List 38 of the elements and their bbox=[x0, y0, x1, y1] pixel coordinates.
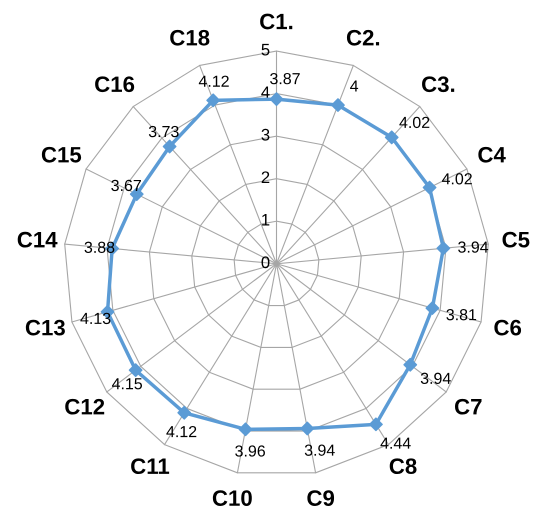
data-label: 4.12 bbox=[166, 426, 196, 438]
spoke-label: C4 bbox=[478, 146, 506, 163]
data-label: 3.67 bbox=[111, 180, 141, 192]
y-tick-label: 4 bbox=[261, 86, 270, 98]
data-label: 3.94 bbox=[458, 241, 488, 253]
data-label: 3.94 bbox=[420, 372, 451, 384]
spoke-label: C13 bbox=[26, 320, 65, 336]
spoke-label: C2. bbox=[346, 30, 380, 46]
y-tick-label: 3 bbox=[261, 128, 270, 141]
spoke-label: C1. bbox=[260, 14, 292, 30]
spoke-label: C18 bbox=[170, 30, 210, 46]
spoke-label: C12 bbox=[65, 398, 104, 415]
data-label: 3.96 bbox=[235, 445, 265, 457]
spoke-label: C9 bbox=[307, 490, 334, 506]
spoke-label: C11 bbox=[131, 458, 170, 474]
spoke-label: C5 bbox=[502, 232, 530, 248]
data-label: 4.44 bbox=[380, 438, 411, 449]
spoke-label: C7 bbox=[455, 398, 482, 415]
spoke-label: C14 bbox=[18, 232, 58, 248]
spoke-label: C15 bbox=[42, 146, 82, 163]
spoke-label: C10 bbox=[212, 490, 252, 506]
data-label: 4 bbox=[350, 80, 358, 92]
spoke-label: C3. bbox=[422, 76, 454, 92]
spoke-label: C16 bbox=[95, 76, 134, 92]
y-tick-label: 5 bbox=[262, 44, 270, 56]
y-tick-label: 1 bbox=[262, 214, 270, 226]
y-tick-label: 0 bbox=[262, 256, 270, 268]
data-label: 3.81 bbox=[446, 309, 476, 320]
data-label: 4.15 bbox=[112, 378, 142, 390]
data-label: 3.73 bbox=[148, 126, 179, 138]
data-label: 4.02 bbox=[442, 173, 472, 184]
data-label: 3.87 bbox=[270, 72, 300, 84]
spoke-label: C8 bbox=[390, 458, 417, 474]
spoke-label: C6 bbox=[494, 320, 522, 336]
data-label: 4.02 bbox=[399, 116, 430, 128]
data-label: 3.94 bbox=[304, 444, 335, 456]
data-label: 4.12 bbox=[198, 76, 229, 87]
y-tick-label: 2 bbox=[262, 171, 270, 183]
